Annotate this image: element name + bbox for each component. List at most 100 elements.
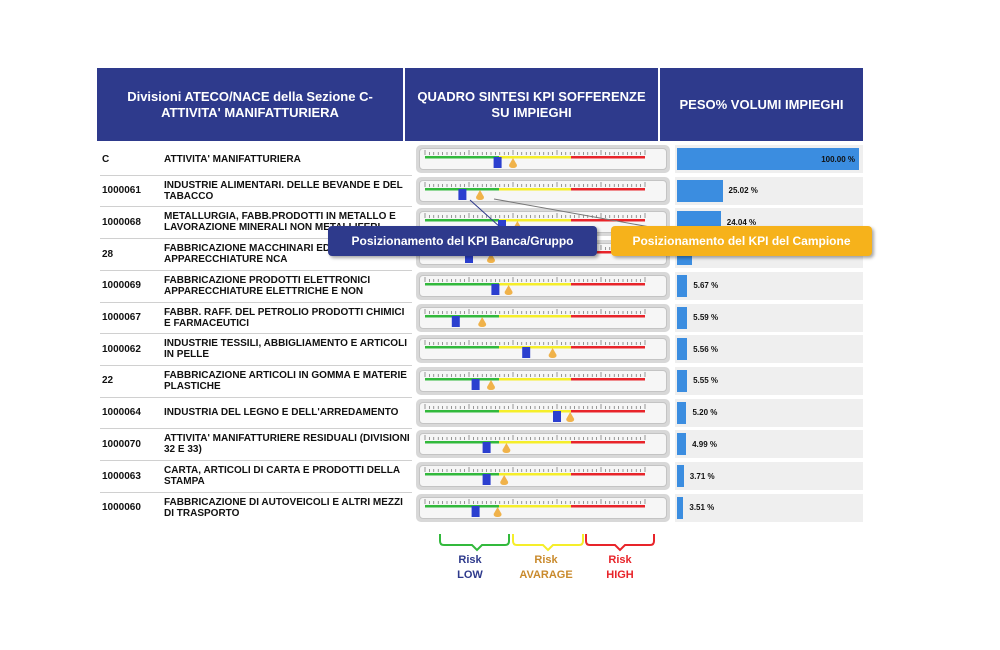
- row-description: INDUSTRIE TESSILI, ABBIGLIAMENTO E ARTIC…: [164, 338, 407, 361]
- risk-avg-band: [499, 219, 571, 222]
- legend-risk-low-line2: LOW: [457, 569, 483, 581]
- risk-high-band: [571, 377, 645, 381]
- risk-avg-band: [499, 409, 571, 413]
- row-description: FABBRICAZIONE DI AUTOVEICOLI E ALTRI MEZ…: [164, 496, 403, 519]
- weight-bar: [677, 401, 687, 424]
- row-separator: [100, 364, 412, 366]
- legend-risk-low: Risk LOW: [445, 553, 495, 583]
- kpi-sample-marker: [493, 506, 502, 517]
- kpi-bank-marker: [493, 157, 502, 168]
- risk-avg-band: [499, 156, 571, 159]
- risk-high-band: [571, 441, 645, 444]
- weight-bar: [677, 274, 688, 297]
- risk-high-band: [571, 314, 645, 317]
- kpi-gauge-scale: [419, 274, 667, 297]
- risk-low-band: [425, 282, 499, 286]
- kpi-gauge-scale: [419, 338, 667, 361]
- row-separator: [100, 428, 412, 430]
- header-peso-volumi: PESO% VOLUMI IMPIEGHI: [660, 68, 863, 141]
- table-row: 1000060 FABBRICAZIONE DI AUTOVEICOLI E AL…: [100, 493, 863, 523]
- kpi-gauge-svg: [424, 467, 646, 485]
- kpi-gauge-svg: [424, 308, 646, 327]
- table-row: 1000063 CARTA, ARTICOLI DI CARTA E PRODOT…: [100, 461, 863, 491]
- table-row: 1000064 INDUSTRIA DEL LEGNO E DELL'ARREDA…: [100, 398, 863, 428]
- kpi-gauge: [416, 430, 670, 459]
- row-separator: [100, 491, 412, 493]
- weight-bar-cell: 5.59 %: [675, 303, 863, 332]
- row-description: CARTA, ARTICOLI DI CARTA E PRODOTTI DELL…: [164, 465, 400, 487]
- row-separator: [100, 174, 412, 176]
- risk-avg-band: [499, 314, 571, 317]
- row-code: 1000062: [102, 343, 141, 355]
- row-description: FABBR. RAFF. DEL PETROLIO PRODOTTI CHIMI…: [164, 306, 405, 329]
- kpi-sample-marker: [566, 411, 575, 422]
- weight-bar: [677, 433, 687, 456]
- table-row: C ATTIVITA' MANIFATTURIERA 100.00 %: [100, 144, 863, 174]
- weight-label: 3.51 %: [689, 503, 715, 513]
- kpi-gauge: [416, 271, 670, 300]
- risk-low-band: [425, 314, 499, 317]
- risk-avg-band: [499, 282, 571, 286]
- kpi-gauge: [416, 398, 670, 427]
- risk-high-band: [571, 219, 645, 222]
- risk-low-band: [425, 219, 499, 222]
- kpi-gauge: [416, 176, 670, 205]
- kpi-bank-marker: [553, 410, 561, 422]
- row-description: ATTIVITA' MANIFATTURIERE RESIDUALI (DIVI…: [164, 433, 410, 456]
- header-peso-volumi-label: PESO% VOLUMI IMPIEGHI: [679, 96, 844, 112]
- legend-risk-high-line1: Risk: [608, 554, 632, 566]
- kpi-bank-marker: [522, 347, 531, 359]
- kpi-gauge-scale: [419, 369, 667, 392]
- weight-bar: [677, 496, 684, 519]
- header-divisioni-label: Divisioni ATECO/NACE della Sezione C-ATT…: [127, 88, 373, 120]
- legend-risk-avg: Risk AVARAGE: [511, 553, 581, 583]
- row-code: 1000068: [102, 216, 141, 228]
- weight-label: 3.71 %: [689, 471, 715, 481]
- kpi-bank-marker: [458, 188, 467, 200]
- risk-low-bracket: [439, 534, 510, 552]
- header-quadro-kpi-label: QUADRO SINTESI KPI SOFFERENZE SU IMPIEGH…: [417, 88, 646, 120]
- row-separator: [100, 238, 412, 240]
- table-row: 1000067 FABBR. RAFF. DEL PETROLIO PRODOTT…: [100, 303, 863, 333]
- kpi-sample-marker: [504, 284, 513, 295]
- row-separator: [100, 301, 412, 303]
- kpi-gauge-svg: [424, 340, 646, 359]
- risk-high-band: [571, 504, 645, 508]
- risk-high-band: [571, 187, 645, 191]
- row-description: ATTIVITA' MANIFATTURIERA: [164, 153, 301, 165]
- kpi-gauge: [416, 145, 670, 173]
- weight-bar: [677, 465, 684, 487]
- weight-label: 5.20 %: [692, 408, 718, 418]
- kpi-gauge: [416, 462, 670, 490]
- row-code: 22: [102, 375, 114, 387]
- kpi-gauge-svg: [424, 498, 646, 517]
- weight-label: 5.67 %: [693, 281, 719, 291]
- kpi-gauge-scale: [419, 433, 667, 456]
- risk-avg-bracket: [512, 534, 584, 552]
- weight-bar-cell: 25.02 %: [675, 176, 863, 205]
- kpi-bank-marker: [491, 283, 500, 295]
- weight-bar: [677, 148, 859, 170]
- kpi-gauge: [416, 303, 670, 332]
- risk-low-band: [425, 473, 499, 476]
- weight-label: 25.02 %: [728, 186, 758, 196]
- kpi-gauge: [416, 366, 670, 395]
- row-code: 1000070: [102, 438, 141, 450]
- kpi-gauge: [416, 493, 670, 522]
- weight-bar-cell: 3.51 %: [675, 493, 863, 522]
- row-description: FABBRICAZIONE PRODOTTI ELETTRONICI APPAR…: [164, 274, 371, 297]
- row-description: FABBRICAZIONE MACCHINARI ED APPARECCHIAT…: [164, 243, 331, 266]
- row-code: 1000063: [102, 470, 141, 482]
- risk-low-band: [425, 441, 499, 444]
- weight-bar-cell: 5.20 %: [675, 398, 863, 427]
- weight-bar: [677, 179, 723, 202]
- row-code: 1000060: [102, 502, 141, 514]
- weight-label: 5.55 %: [693, 376, 718, 386]
- kpi-bank-marker: [451, 315, 460, 327]
- legend-risk-low-line1: Risk: [458, 554, 482, 566]
- legend-risk-avg-line1: Risk: [534, 554, 558, 566]
- kpi-sample-marker: [487, 379, 495, 390]
- weight-bar-cell: 5.67 %: [675, 271, 863, 300]
- weight-label: 24.04 %: [726, 217, 757, 227]
- kpi-sample-marker: [476, 189, 484, 200]
